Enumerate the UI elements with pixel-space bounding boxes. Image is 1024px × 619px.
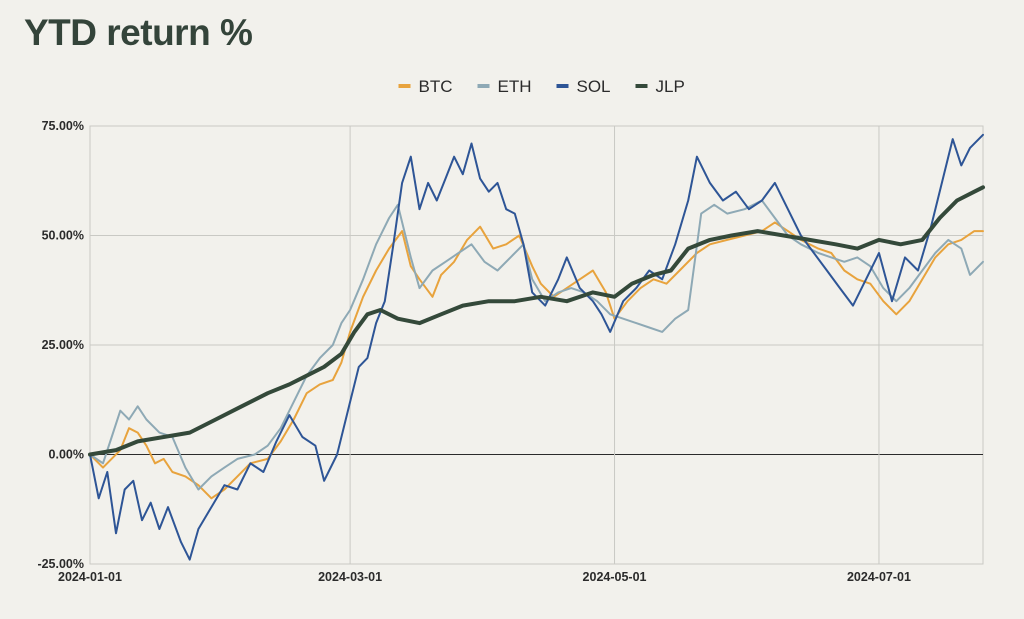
grid-layer	[89, 125, 984, 565]
series-line-jlp	[88, 185, 985, 457]
axis-layer: 75.00% 50.00% 25.00% 0.00% -25.00%2024-01-01…	[37, 119, 911, 584]
y-tick-label: 50.00%	[42, 229, 84, 243]
legend-label-btc: BTC	[419, 77, 453, 96]
series-layer	[88, 133, 985, 561]
chart-title: YTD return %	[24, 12, 253, 53]
series-line-eth	[89, 199, 984, 491]
x-tick-label: 2024-01-01	[58, 570, 122, 584]
y-tick-label: 0.00%	[49, 448, 84, 462]
series-line-sol	[89, 133, 984, 561]
legend-label-sol: SOL	[577, 77, 611, 96]
x-tick-label: 2024-03-01	[318, 570, 382, 584]
legend-label-eth: ETH	[498, 77, 532, 96]
series-line-btc	[89, 221, 984, 500]
x-tick-label: 2024-07-01	[847, 570, 911, 584]
x-tick-label: 2024-05-01	[583, 570, 647, 584]
legend: BTC ETH SOL JLP	[398, 77, 685, 96]
y-tick-label: 25.00%	[42, 338, 84, 352]
legend-label-jlp: JLP	[656, 77, 685, 96]
y-tick-label: 75.00%	[42, 119, 84, 133]
y-tick-label: -25.00%	[37, 557, 84, 571]
